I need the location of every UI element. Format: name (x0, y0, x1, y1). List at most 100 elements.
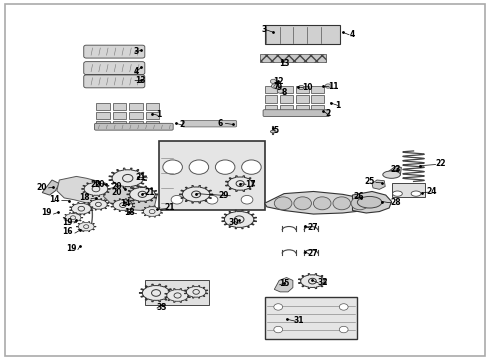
Bar (260, 54, 326, 62)
Polygon shape (165, 289, 191, 302)
Bar (265, 297, 357, 338)
Polygon shape (372, 180, 385, 189)
Bar (129, 121, 143, 128)
Circle shape (314, 197, 331, 210)
Text: 4: 4 (134, 67, 139, 76)
Circle shape (171, 195, 183, 204)
Text: 10: 10 (303, 83, 313, 92)
Polygon shape (352, 192, 392, 213)
Bar (129, 112, 143, 119)
Circle shape (189, 160, 209, 174)
Text: 19: 19 (63, 218, 73, 227)
Circle shape (241, 195, 253, 204)
Polygon shape (179, 185, 213, 203)
FancyBboxPatch shape (182, 121, 237, 127)
Text: 30: 30 (229, 218, 239, 227)
Circle shape (270, 79, 276, 84)
Bar (113, 121, 126, 128)
Bar (96, 112, 110, 119)
Circle shape (325, 84, 331, 88)
Text: 21: 21 (136, 173, 147, 182)
Text: 16: 16 (63, 228, 73, 237)
Text: 4: 4 (350, 30, 355, 39)
Bar (312, 105, 324, 112)
Text: 1: 1 (335, 101, 341, 110)
Circle shape (298, 85, 304, 90)
Text: 8: 8 (282, 87, 287, 96)
Bar (146, 112, 159, 119)
Polygon shape (265, 192, 372, 214)
Text: 18: 18 (79, 193, 90, 202)
Text: 19: 19 (42, 208, 52, 217)
Text: 24: 24 (427, 187, 437, 196)
Polygon shape (222, 210, 256, 229)
Text: 3: 3 (262, 25, 267, 34)
Polygon shape (139, 284, 173, 302)
Text: 31: 31 (294, 316, 304, 325)
Text: 27: 27 (308, 249, 318, 258)
Text: 21: 21 (145, 188, 155, 197)
Polygon shape (70, 202, 93, 215)
Text: 20: 20 (90, 180, 101, 189)
Polygon shape (88, 199, 109, 210)
Text: 33: 33 (156, 303, 167, 312)
Ellipse shape (383, 171, 400, 178)
Bar (146, 280, 209, 305)
Polygon shape (387, 166, 401, 177)
Text: 20: 20 (111, 182, 122, 191)
Bar (265, 105, 277, 112)
Bar (280, 105, 293, 112)
Polygon shape (184, 285, 208, 298)
Polygon shape (103, 184, 157, 211)
Bar (86, 46, 143, 57)
Text: 19: 19 (66, 244, 76, 253)
Polygon shape (142, 206, 163, 217)
Text: 27: 27 (308, 223, 318, 232)
Ellipse shape (392, 191, 402, 196)
Polygon shape (42, 180, 59, 195)
Bar (129, 103, 143, 110)
Bar (265, 95, 277, 103)
Bar (96, 103, 110, 110)
Bar (146, 121, 159, 128)
Text: 12: 12 (273, 77, 284, 86)
Text: 5: 5 (273, 126, 278, 135)
Bar (113, 112, 126, 119)
Text: 6: 6 (218, 119, 223, 128)
Text: 14: 14 (120, 199, 130, 208)
Polygon shape (82, 181, 110, 197)
Text: 7: 7 (273, 82, 279, 91)
Ellipse shape (357, 197, 382, 208)
Text: 29: 29 (219, 190, 229, 199)
Bar (96, 121, 110, 128)
Text: 15: 15 (279, 279, 290, 288)
Bar (86, 63, 143, 74)
Text: 18: 18 (124, 208, 135, 217)
Bar (296, 105, 309, 112)
Polygon shape (76, 221, 96, 232)
Polygon shape (57, 176, 108, 204)
Circle shape (216, 160, 235, 174)
Circle shape (277, 89, 283, 93)
Text: 17: 17 (245, 180, 256, 189)
FancyBboxPatch shape (84, 45, 145, 58)
Circle shape (271, 84, 277, 88)
Polygon shape (63, 212, 83, 223)
Circle shape (339, 326, 348, 333)
Text: 20: 20 (111, 188, 122, 197)
Circle shape (274, 304, 283, 310)
Bar (86, 75, 143, 86)
Text: 14: 14 (49, 195, 59, 204)
Bar (312, 86, 324, 93)
Circle shape (339, 304, 348, 310)
Ellipse shape (270, 130, 276, 133)
Text: 22: 22 (436, 159, 446, 168)
Bar (146, 103, 159, 110)
Circle shape (206, 195, 218, 204)
Text: 23: 23 (391, 166, 401, 175)
Bar (159, 140, 265, 211)
Text: 28: 28 (391, 198, 401, 207)
FancyBboxPatch shape (95, 123, 173, 130)
Polygon shape (109, 168, 147, 188)
Bar (280, 95, 293, 103)
